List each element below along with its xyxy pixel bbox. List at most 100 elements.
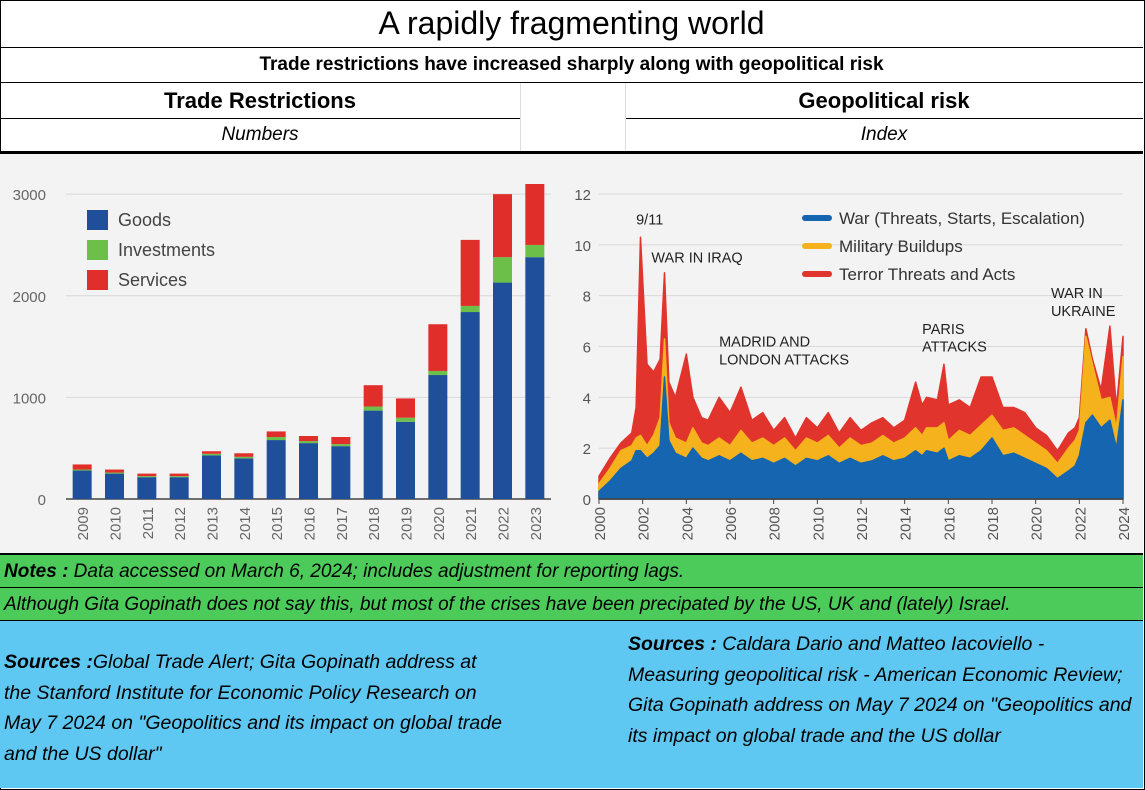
bar-services: [428, 324, 448, 371]
bar-investments: [428, 370, 448, 376]
bar-goods: [202, 455, 221, 499]
x-tick-label: 2016: [302, 507, 319, 540]
y-tick-label: 12: [574, 187, 591, 204]
page-title: A rapidly fragmenting world: [0, 0, 1143, 48]
legend-label: Terror Threats and Acts: [839, 265, 1015, 284]
legend-swatch: [87, 240, 108, 260]
bar-services: [234, 453, 254, 457]
bar-investments: [493, 257, 512, 283]
x-tick-label: 2015: [269, 507, 286, 540]
x-tick-label: 2020: [431, 507, 448, 540]
bar-investments: [137, 476, 157, 478]
bar-goods: [525, 257, 545, 499]
x-tick-label: 2024: [1116, 507, 1133, 540]
bar-goods: [460, 312, 480, 499]
y-tick-label: 8: [583, 289, 591, 306]
area-war: [598, 376, 1124, 500]
bar-investments: [202, 453, 221, 456]
sources-box: Sources : Global Trade Alert; Gita Gopina…: [0, 621, 1143, 788]
bar-goods: [428, 375, 448, 499]
bar-services: [299, 436, 318, 442]
y-tick-label: 6: [583, 340, 591, 357]
y-tick-label: 2000: [13, 289, 46, 306]
sources-right-text: Caldara Dario and Matteo Iacoviello - Me…: [628, 633, 1132, 747]
x-tick-label: 2011: [140, 507, 157, 539]
bar-goods: [137, 477, 157, 499]
x-tick-label: 2020: [1029, 507, 1046, 540]
page-subtitle: Trade restrictions have increased sharpl…: [0, 48, 1143, 83]
y-tick-label: 0: [38, 492, 46, 509]
x-tick-label: 2021: [463, 507, 480, 540]
sources-left-text: Global Trade Alert; Gita Gopinath addres…: [4, 651, 502, 765]
trade-restrictions-chart: 0 1000 2000 3000 2009 2010 2011 2012 2013 2014 201…: [13, 184, 551, 540]
legend-swatch: [87, 210, 108, 230]
x-tick-label: 2013: [205, 507, 222, 540]
legend-label: Investments: [118, 240, 215, 260]
y-tick-label: 4: [583, 390, 591, 407]
right-panel-heading: Geopolitical risk: [625, 83, 1143, 119]
bar-investments: [460, 305, 480, 313]
chart-annotation: 9/11: [636, 213, 663, 229]
y-tick-label: 2: [583, 441, 591, 458]
y-tick-label: 3000: [13, 187, 46, 204]
bar-services: [202, 451, 221, 454]
chart-annotation: WAR IN IRAQ: [651, 251, 742, 267]
bar-goods: [396, 421, 415, 499]
x-tick-label: 2018: [366, 507, 383, 540]
chart-annotation: PARIS: [922, 322, 964, 338]
notes-label: Notes :: [4, 561, 69, 582]
x-tick-label: 2002: [636, 507, 653, 540]
heading-divider-left: [520, 83, 521, 151]
notes-line: Notes : Data accessed on March 6, 2024; …: [0, 555, 1143, 588]
x-tick-label: 2009: [75, 507, 92, 540]
y-tick-label: 0: [583, 492, 591, 509]
heading-divider-right: [625, 83, 626, 151]
bar-goods: [72, 470, 92, 499]
bar-investments: [299, 441, 318, 444]
x-tick-label: 2010: [810, 507, 827, 540]
bar-investments: [105, 472, 124, 474]
x-tick-label: 2010: [108, 507, 125, 540]
x-tick-label: 2023: [528, 507, 545, 540]
bar-services: [169, 473, 189, 477]
bar-goods: [169, 477, 189, 499]
legend-label: Goods: [118, 210, 171, 230]
bar-investments: [169, 476, 189, 478]
chart-annotation: MADRID AND: [719, 335, 810, 351]
bar-services: [460, 239, 480, 306]
bar-services: [105, 469, 124, 473]
x-tick-label: 2006: [723, 507, 740, 540]
legend-label: War (Threats, Starts, Escalation): [839, 209, 1085, 228]
x-tick-label: 2022: [496, 507, 513, 540]
x-tick-label: 2000: [592, 507, 609, 540]
bar-goods: [363, 410, 383, 499]
bar-services: [525, 184, 545, 245]
x-tick-label: 2018: [985, 507, 1002, 540]
y-tick-label: 1000: [13, 390, 46, 407]
chart-annotation: ATTACKS: [922, 340, 987, 356]
chart-annotation: WAR IN: [1051, 286, 1103, 302]
x-tick-label: 2016: [941, 507, 958, 540]
bar-investments: [363, 406, 383, 411]
bar-investments: [266, 437, 286, 441]
notes-comment: Although Gita Gopinath does not say this…: [0, 588, 1143, 621]
bar-services: [493, 194, 512, 258]
sources-right-label: Sources :: [628, 633, 717, 655]
x-tick-label: 2017: [334, 507, 351, 540]
bar-services: [331, 437, 351, 445]
chart-annotation: UKRAINE: [1051, 304, 1116, 320]
bar-investments: [396, 417, 415, 422]
x-tick-label: 2012: [172, 507, 189, 540]
geopolitical-risk-chart: 0 2 4 6 8 10 12 2000 2002 2004 2006 2008 2010 2012 201…: [574, 187, 1133, 540]
x-tick-label: 2022: [1072, 507, 1089, 540]
bar-investments: [525, 244, 545, 258]
y-tick-label: 10: [574, 238, 591, 255]
bar-goods: [493, 282, 512, 499]
bar-goods: [299, 443, 318, 499]
notes-text: Data accessed on March 6, 2024; includes…: [68, 561, 685, 582]
bar-investments: [72, 469, 92, 471]
left-panel-heading: Trade Restrictions: [0, 83, 520, 119]
charts-area: 0 1000 2000 3000 2009 2010 2011 2012 2013 2014 201…: [0, 151, 1143, 555]
x-tick-label: 2012: [854, 507, 871, 540]
bar-services: [72, 464, 92, 470]
